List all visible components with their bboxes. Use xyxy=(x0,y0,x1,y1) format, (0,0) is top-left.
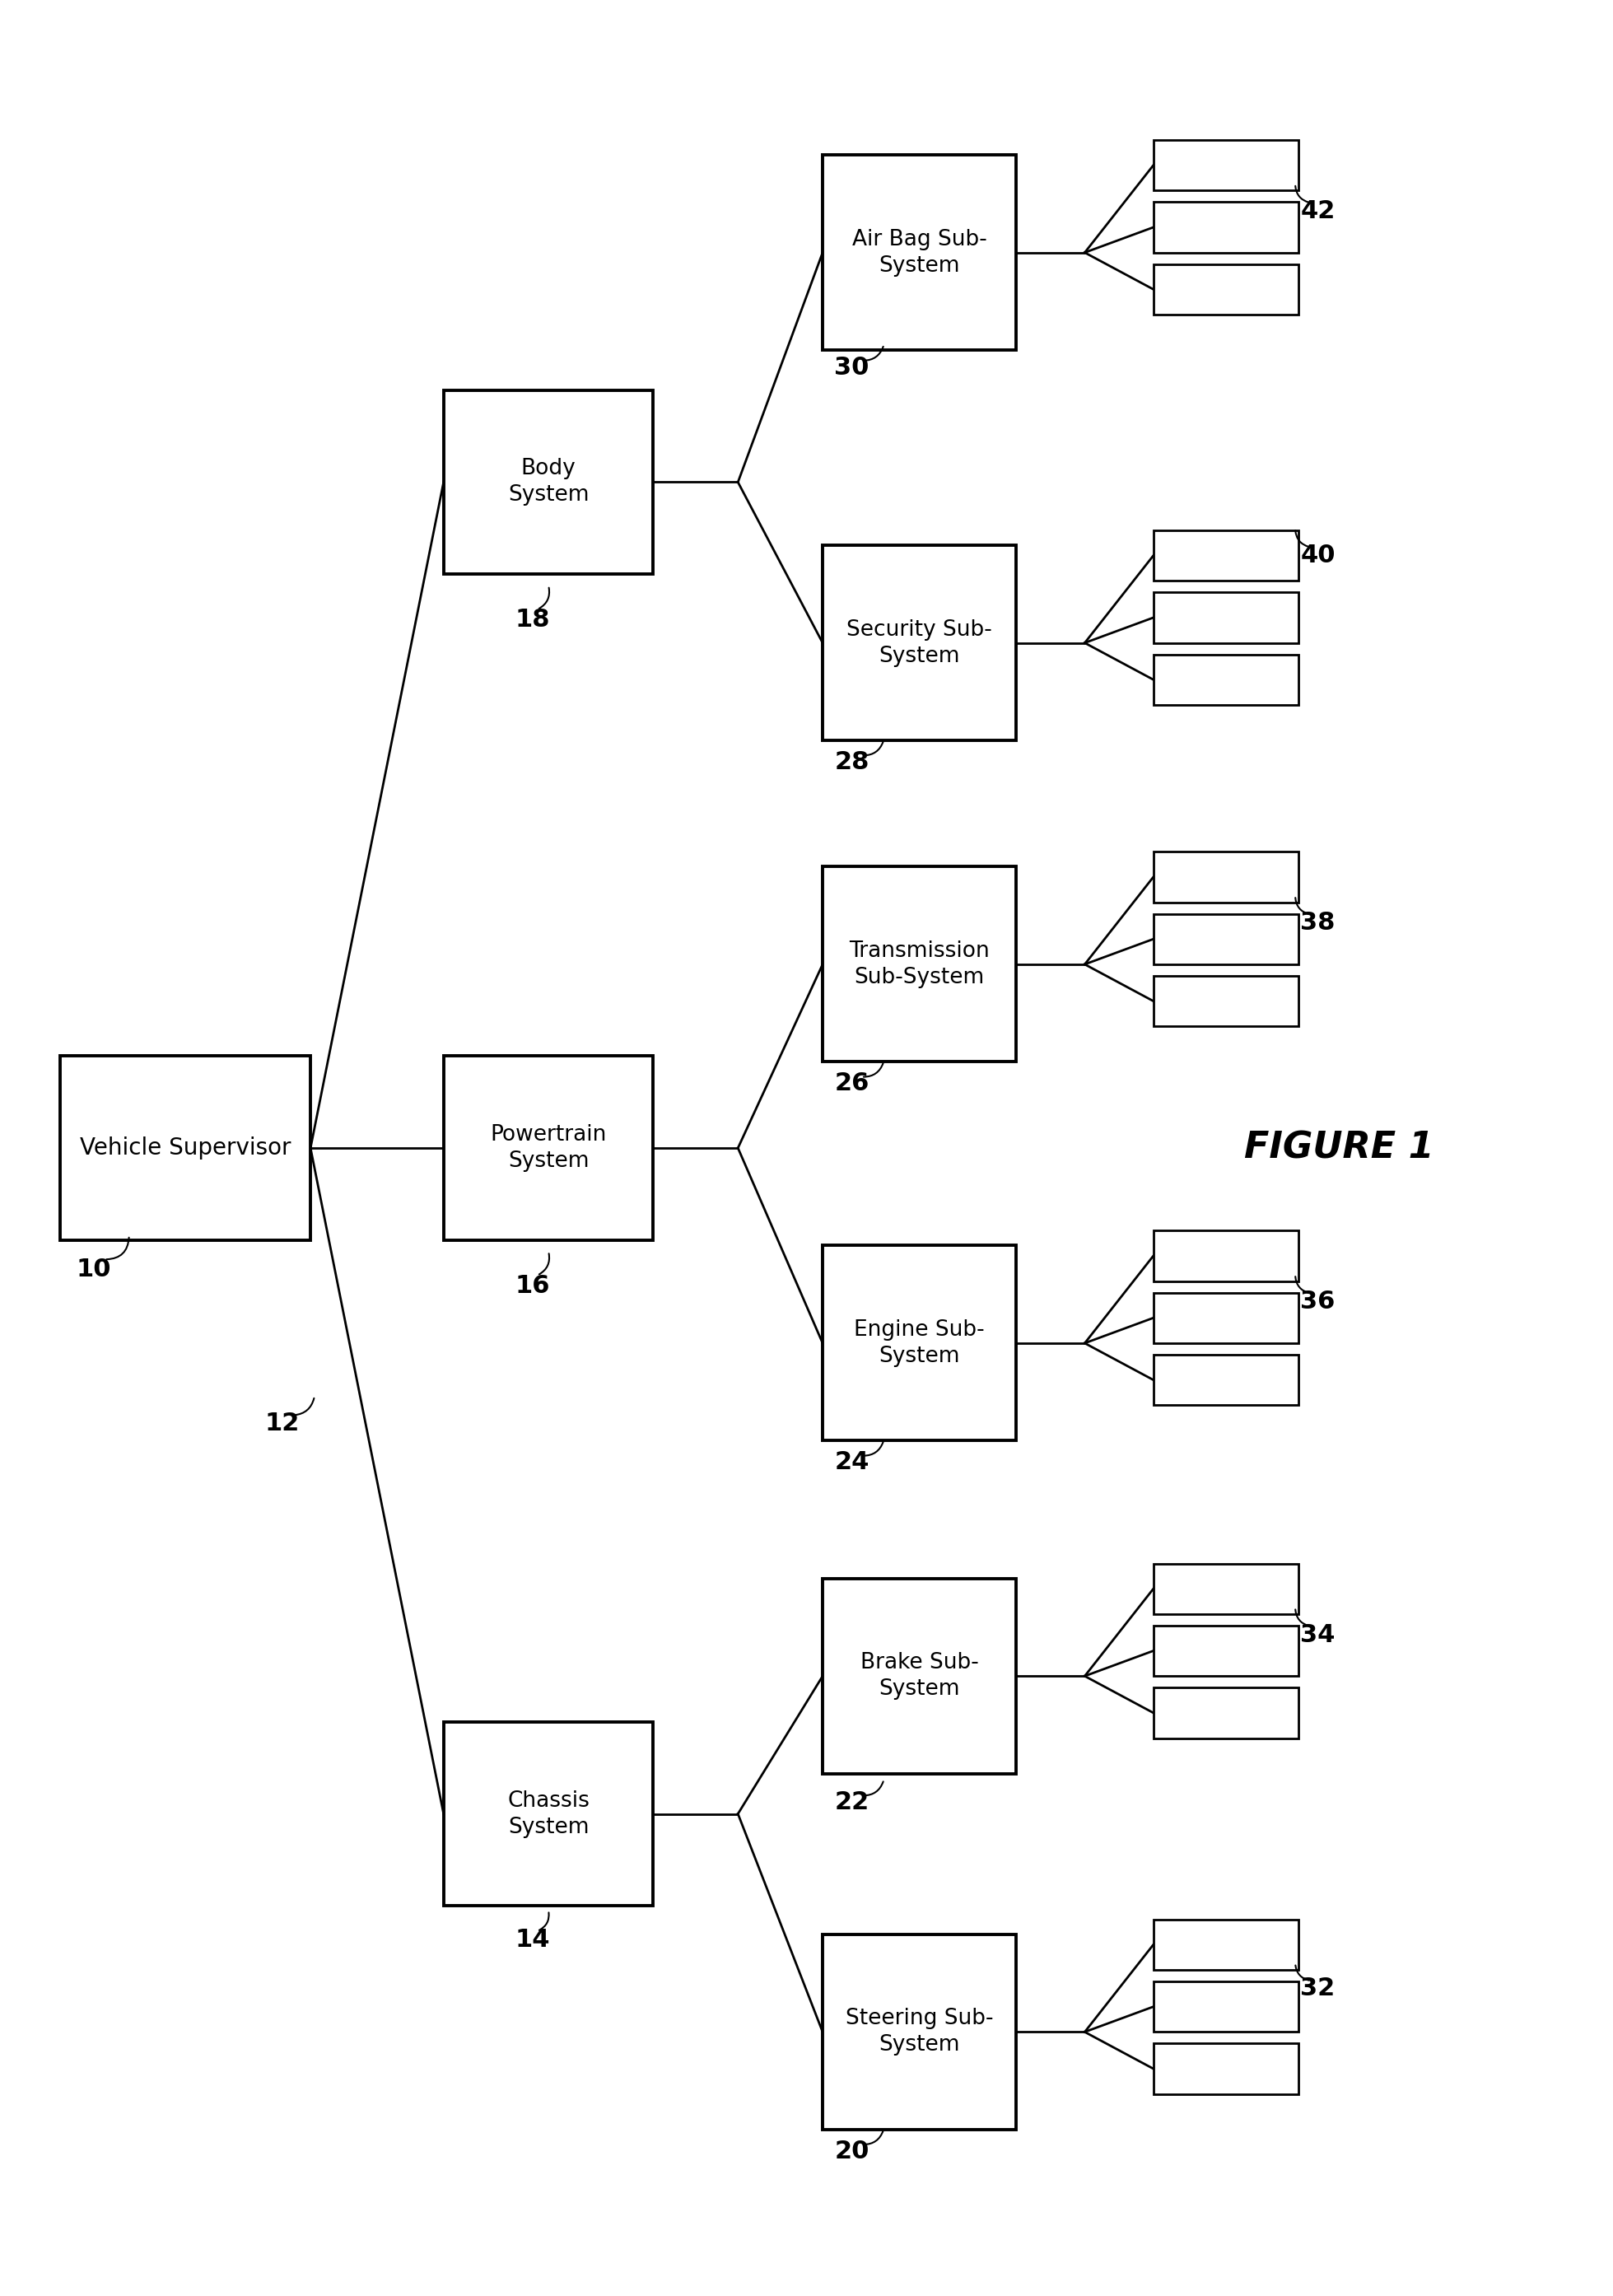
FancyBboxPatch shape xyxy=(1153,592,1298,643)
Text: 20: 20 xyxy=(834,2140,869,2163)
Text: 30: 30 xyxy=(834,356,869,379)
Text: 28: 28 xyxy=(834,751,869,774)
Text: Chassis
System: Chassis System xyxy=(508,1791,589,1837)
Text: FIGURE 1: FIGURE 1 xyxy=(1244,1130,1434,1166)
FancyBboxPatch shape xyxy=(1153,914,1298,964)
Text: 32: 32 xyxy=(1300,1977,1336,2000)
FancyBboxPatch shape xyxy=(823,156,1016,349)
FancyBboxPatch shape xyxy=(823,868,1016,1061)
FancyBboxPatch shape xyxy=(444,1056,653,1240)
Text: 18: 18 xyxy=(515,608,550,631)
FancyBboxPatch shape xyxy=(823,1933,1016,2131)
FancyBboxPatch shape xyxy=(1153,1919,1298,1970)
Text: 16: 16 xyxy=(515,1274,550,1297)
Text: 40: 40 xyxy=(1300,544,1336,567)
FancyBboxPatch shape xyxy=(1153,1688,1298,1738)
FancyBboxPatch shape xyxy=(1153,1564,1298,1614)
Text: Engine Sub-
System: Engine Sub- System xyxy=(855,1320,984,1366)
Text: Security Sub-
System: Security Sub- System xyxy=(847,620,992,666)
FancyBboxPatch shape xyxy=(444,390,653,574)
Text: Powertrain
System: Powertrain System xyxy=(490,1125,606,1171)
FancyBboxPatch shape xyxy=(1153,202,1298,253)
Text: Transmission
Sub-System: Transmission Sub-System xyxy=(848,941,990,987)
FancyBboxPatch shape xyxy=(823,1580,1016,1775)
FancyBboxPatch shape xyxy=(61,1056,310,1240)
Text: 10: 10 xyxy=(76,1258,111,1281)
Text: 26: 26 xyxy=(834,1072,869,1095)
FancyBboxPatch shape xyxy=(1153,264,1298,315)
FancyBboxPatch shape xyxy=(1153,852,1298,902)
Text: Vehicle Supervisor: Vehicle Supervisor xyxy=(81,1137,290,1159)
Text: 36: 36 xyxy=(1300,1290,1336,1313)
Text: 14: 14 xyxy=(515,1929,550,1952)
Text: Brake Sub-
System: Brake Sub- System xyxy=(860,1653,979,1699)
FancyBboxPatch shape xyxy=(1153,140,1298,191)
FancyBboxPatch shape xyxy=(1153,1981,1298,2032)
FancyBboxPatch shape xyxy=(1153,654,1298,705)
FancyBboxPatch shape xyxy=(1153,1231,1298,1281)
FancyBboxPatch shape xyxy=(1153,1355,1298,1405)
Text: Steering Sub-
System: Steering Sub- System xyxy=(845,2009,994,2055)
Text: Body
System: Body System xyxy=(508,459,589,505)
Text: 22: 22 xyxy=(834,1791,869,1814)
FancyBboxPatch shape xyxy=(1153,1293,1298,1343)
Text: 42: 42 xyxy=(1300,200,1336,223)
Text: 38: 38 xyxy=(1300,912,1336,934)
FancyBboxPatch shape xyxy=(823,546,1016,742)
FancyBboxPatch shape xyxy=(1153,976,1298,1026)
FancyBboxPatch shape xyxy=(823,1244,1016,1442)
FancyBboxPatch shape xyxy=(1153,2043,1298,2094)
Text: 24: 24 xyxy=(834,1451,869,1474)
Text: Air Bag Sub-
System: Air Bag Sub- System xyxy=(852,230,987,276)
FancyBboxPatch shape xyxy=(1153,530,1298,581)
Text: 12: 12 xyxy=(265,1412,300,1435)
FancyBboxPatch shape xyxy=(444,1722,653,1906)
FancyBboxPatch shape xyxy=(1153,1626,1298,1676)
Text: 34: 34 xyxy=(1300,1623,1336,1646)
